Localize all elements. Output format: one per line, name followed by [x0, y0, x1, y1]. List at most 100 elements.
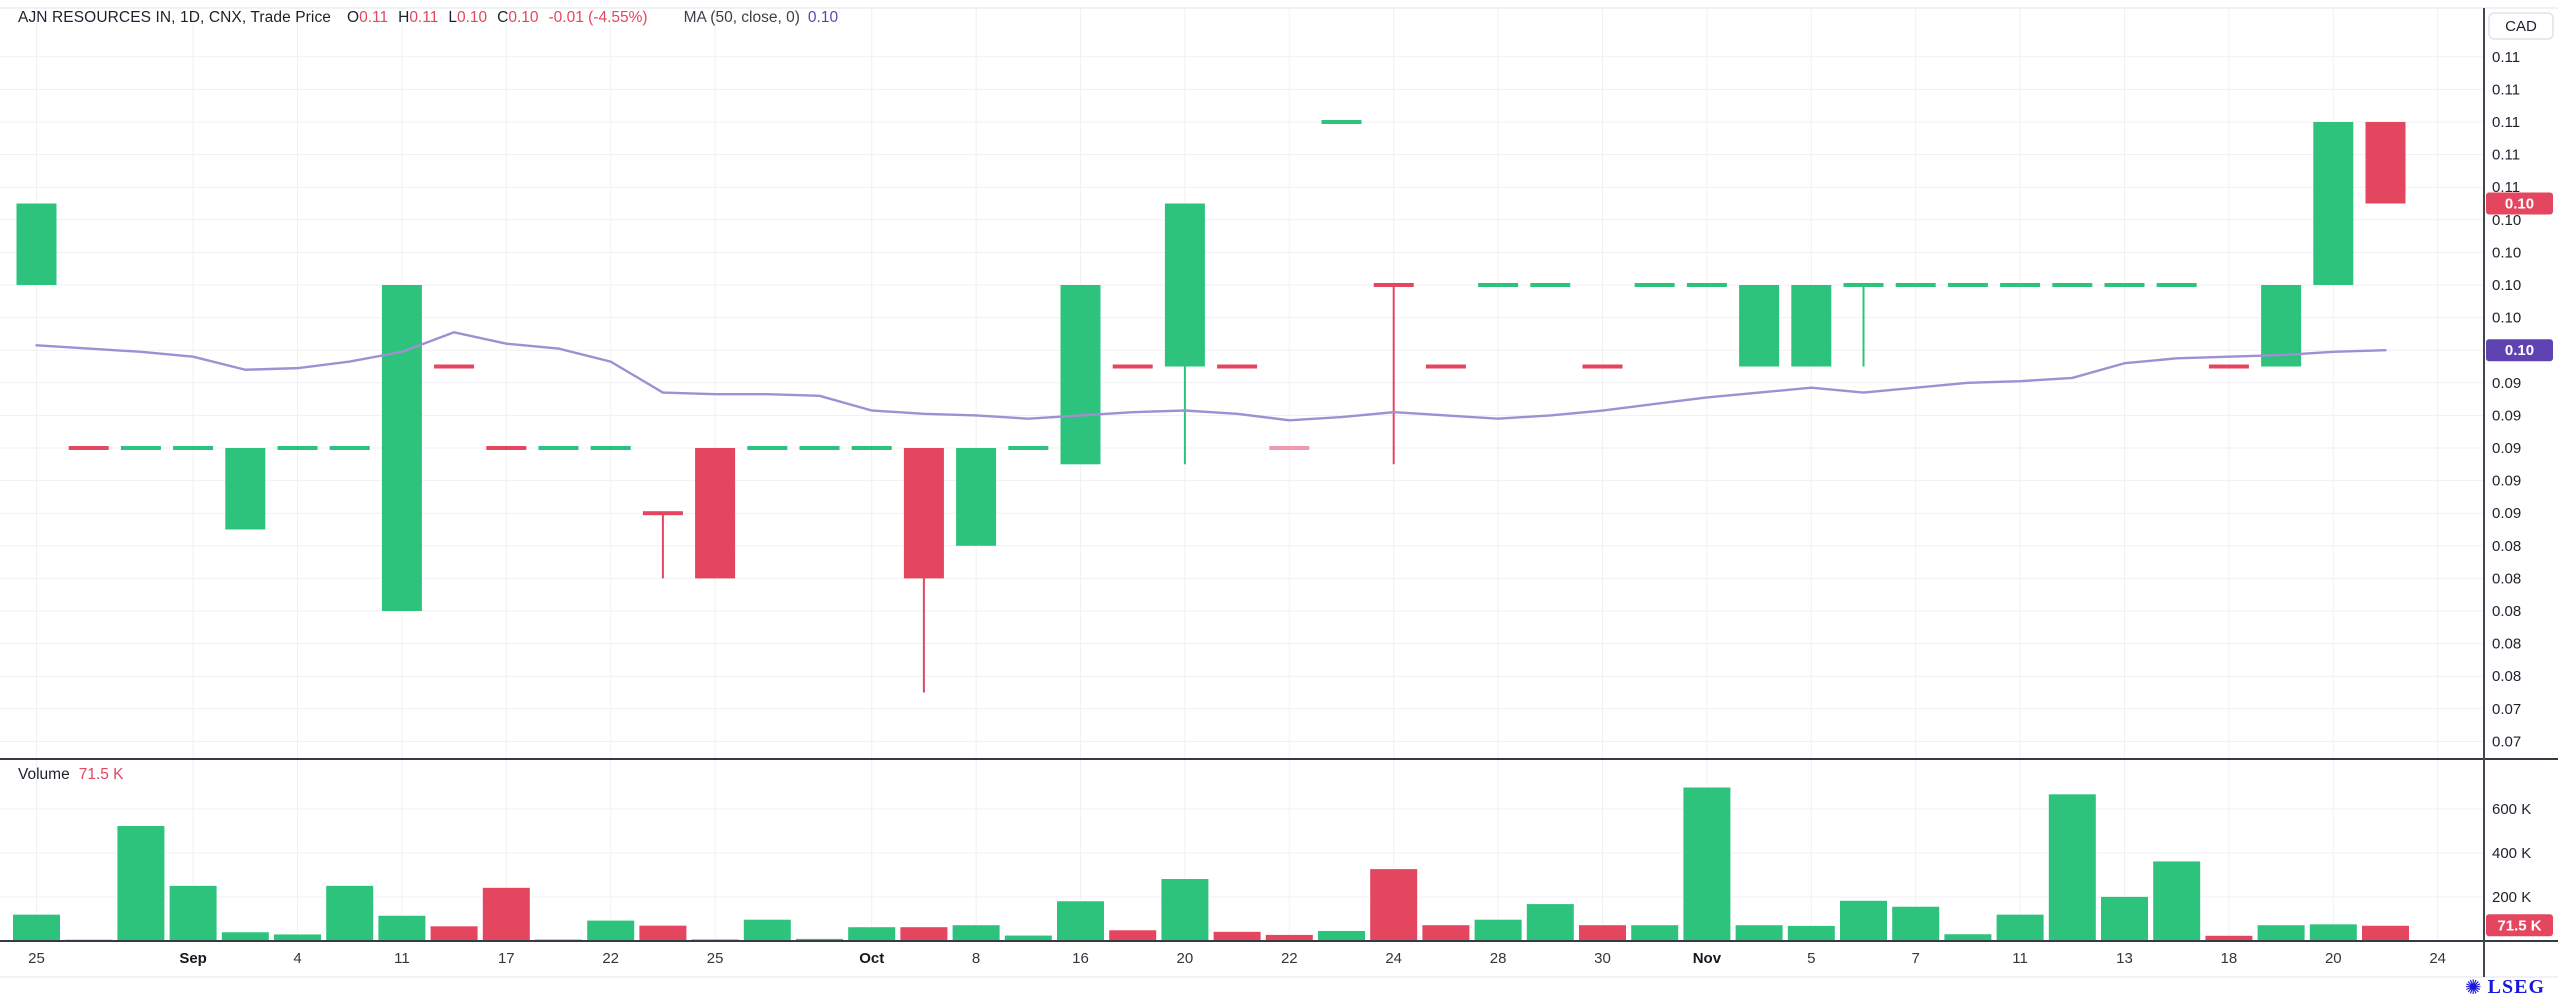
volume-bar[interactable] [1630, 924, 1680, 942]
volume-bar[interactable] [2152, 860, 2202, 942]
candle-doji[interactable] [1425, 364, 1466, 369]
volume-bar[interactable] [2100, 895, 2149, 942]
volume-bar[interactable] [638, 924, 688, 942]
candle-body[interactable] [1791, 285, 1832, 367]
volume-bar[interactable] [742, 918, 792, 942]
price-tick-label: 0.08 [2492, 668, 2521, 685]
time-label-day: 30 [1594, 950, 1611, 967]
volume-bar[interactable] [273, 933, 322, 942]
volume-bar[interactable] [951, 924, 1001, 942]
volume-bar[interactable] [1578, 924, 1627, 942]
candle-doji[interactable] [2208, 364, 2249, 369]
volume-bar[interactable] [429, 925, 479, 942]
volume-label[interactable]: Volume [18, 766, 70, 783]
volume-bar[interactable] [1317, 929, 1366, 942]
volume-bar[interactable] [325, 884, 375, 942]
candle-doji[interactable] [1478, 283, 1519, 287]
price-tick-label: 0.11 [2492, 179, 2520, 196]
candle-doji[interactable] [538, 446, 579, 450]
volume-bar[interactable] [116, 825, 166, 942]
volume-bar[interactable] [220, 931, 270, 942]
candle-body[interactable] [903, 448, 944, 579]
volume-bar[interactable] [2308, 923, 2358, 942]
candle-doji[interactable] [434, 364, 475, 369]
candle-body[interactable] [2365, 122, 2406, 204]
candle-doji[interactable] [1373, 283, 1414, 287]
candle-body[interactable] [2261, 285, 2302, 367]
candle-doji[interactable] [1843, 283, 1884, 287]
candle-doji[interactable] [277, 446, 318, 450]
volume-bar[interactable] [12, 913, 61, 942]
candle-doji[interactable] [1008, 446, 1049, 450]
candle-doji[interactable] [799, 446, 840, 450]
volume-bar[interactable] [1891, 905, 1941, 942]
candle-doji[interactable] [2104, 283, 2145, 287]
candle-doji[interactable] [851, 446, 892, 450]
volume-bar[interactable] [1682, 786, 1732, 942]
candle-doji[interactable] [120, 446, 161, 450]
volume-bar[interactable] [899, 926, 949, 942]
ma-indicator-label[interactable]: MA (50, close, 0) [683, 9, 800, 26]
candle-doji[interactable] [1112, 364, 1153, 369]
candle-doji[interactable] [173, 446, 214, 450]
volume-bar[interactable] [1421, 924, 1471, 942]
candle-body[interactable] [1739, 285, 1780, 367]
candle-body[interactable] [695, 448, 736, 579]
candle-doji[interactable] [1634, 283, 1675, 287]
candle-doji[interactable] [1269, 446, 1310, 450]
volume-bar[interactable] [1525, 903, 1575, 942]
candle-doji[interactable] [590, 446, 631, 450]
candle-doji[interactable] [486, 446, 527, 450]
candle-doji[interactable] [68, 446, 109, 450]
candle-doji[interactable] [1530, 283, 1571, 287]
volume-bar[interactable] [1056, 900, 1105, 942]
candle-doji[interactable] [2156, 283, 2197, 287]
candle-body[interactable] [381, 285, 422, 611]
volume-bar[interactable] [1212, 930, 1262, 942]
currency-box[interactable] [2488, 12, 2554, 40]
volume-bar[interactable] [377, 914, 427, 942]
volume-bar[interactable] [1369, 868, 1419, 942]
lseg-logo-text: LSEG [2487, 976, 2545, 998]
candle-body[interactable] [2313, 122, 2354, 285]
change-value: -0.01 (-4.55%) [548, 9, 648, 26]
volume-bar[interactable] [2361, 924, 2410, 942]
candle-doji[interactable] [642, 511, 683, 516]
time-label-day: 25 [707, 950, 724, 967]
candle-body[interactable] [225, 448, 266, 530]
volume-bar[interactable] [1943, 933, 1993, 942]
volume-bar[interactable] [1734, 924, 1784, 942]
lseg-logo: ✺ LSEG [2465, 976, 2545, 999]
volume-bar[interactable] [168, 884, 218, 942]
volume-bar[interactable] [586, 919, 636, 942]
candle-body[interactable] [16, 203, 57, 286]
candle-doji[interactable] [329, 446, 370, 450]
candle-body[interactable] [1164, 203, 1205, 367]
volume-bar[interactable] [2047, 793, 2097, 942]
volume-bar[interactable] [1786, 924, 1836, 942]
candle-doji[interactable] [1582, 364, 1623, 369]
candle-doji[interactable] [1947, 283, 1988, 287]
candle-doji[interactable] [2000, 283, 2041, 287]
candle-doji[interactable] [1321, 120, 1362, 124]
volume-bar[interactable] [847, 926, 897, 942]
candle-body[interactable] [956, 448, 997, 546]
time-label-day: 28 [1490, 950, 1507, 967]
candle-doji[interactable] [2052, 283, 2093, 287]
volume-bar[interactable] [1108, 929, 1158, 942]
candle-doji[interactable] [1686, 283, 1727, 287]
volume-value-badge-text: 71.5 K [2497, 917, 2541, 934]
volume-bar[interactable] [1160, 878, 1210, 942]
candle-doji[interactable] [1217, 364, 1258, 369]
volume-bar[interactable] [481, 886, 531, 942]
volume-bar[interactable] [1995, 913, 2045, 942]
volume-bar[interactable] [1839, 899, 1888, 942]
candle-doji[interactable] [747, 446, 788, 450]
candle-doji[interactable] [1895, 283, 1936, 287]
last-price-badge [2486, 192, 2553, 215]
candle-body[interactable] [1060, 285, 1101, 465]
volume-bar[interactable] [1473, 918, 1523, 942]
time-label-day: 11 [394, 950, 410, 967]
volume-bar[interactable] [2256, 924, 2306, 942]
